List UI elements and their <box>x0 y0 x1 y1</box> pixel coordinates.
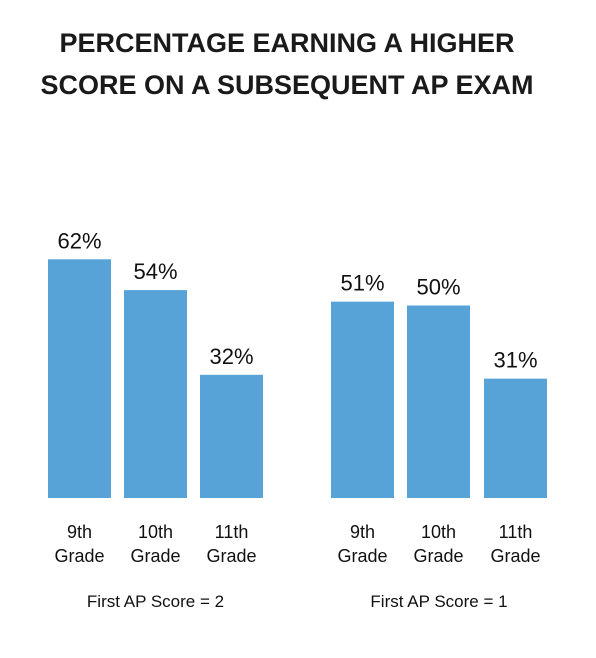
data-label-group1-1: 62% <box>57 228 101 253</box>
bar-group1-1 <box>48 259 111 498</box>
bar-group1-3 <box>200 374 263 498</box>
data-label-group1-2: 54% <box>133 259 177 284</box>
category-label-group2-3-line2: Grade <box>490 546 540 566</box>
data-label-group1-3: 32% <box>209 344 253 369</box>
chart-title-line-1: PERCENTAGE EARNING A HIGHER <box>59 28 515 58</box>
category-label-group1-2-line1: 10th <box>138 522 173 542</box>
category-label-group1-3-line2: Grade <box>206 546 256 566</box>
category-label-group2-1-line1: 9th <box>350 522 375 542</box>
bar-group2-2 <box>407 305 470 498</box>
chart-title-line-2: SCORE ON A SUBSEQUENT AP EXAM <box>40 70 534 100</box>
bar-group2-1 <box>331 301 394 498</box>
data-label-group2-2: 50% <box>416 275 460 300</box>
category-label-group2-1-line2: Grade <box>337 546 387 566</box>
category-label-group1-3-line1: 11th <box>215 522 249 542</box>
data-label-group2-3: 31% <box>493 348 537 373</box>
data-label-group2-1: 51% <box>340 271 384 296</box>
category-label-group2-2-line1: 10th <box>421 522 456 542</box>
category-label-group1-1-line2: Grade <box>54 546 104 566</box>
group-label-2: First AP Score = 1 <box>370 592 507 611</box>
chart-title: PERCENTAGE EARNING A HIGHER SCORE ON A S… <box>0 22 574 106</box>
bar-group2-3 <box>484 378 547 498</box>
category-label-group1-1-line1: 9th <box>67 522 92 542</box>
category-label-group2-3-line1: 11th <box>499 522 533 542</box>
category-label-group2-2-line2: Grade <box>413 546 463 566</box>
category-label-group1-2-line2: Grade <box>130 546 180 566</box>
group-label-1: First AP Score = 2 <box>87 592 224 611</box>
bar-group1-2 <box>124 290 187 498</box>
